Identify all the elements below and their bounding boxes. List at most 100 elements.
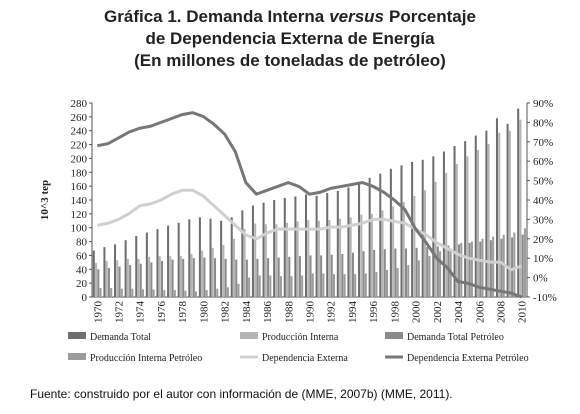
bar [120,288,123,297]
source-note: Fuente: construido por el autor con info… [30,387,453,401]
bar [150,262,153,297]
bar [137,258,140,297]
title-part: Porcentaje [389,7,476,26]
legend-label: Dependencia Externa Petróleo [407,353,529,364]
bar [392,206,395,297]
y-tick-label: 40 [76,264,88,276]
y-tick-label: 120 [71,209,88,221]
legend-label: Producción Interna Petróleo [90,353,202,364]
bar [195,291,198,297]
x-tick-label: 1990 [305,301,317,324]
bar [511,237,514,297]
x-tick-label: 1976 [156,301,168,324]
chart-title: de Dependencia Externa de Energía [145,29,435,48]
bar [152,289,155,297]
bar [364,273,367,297]
x-tick-label: 1972 [114,301,126,323]
bar [283,197,286,297]
x-tick-label: 1998 [389,301,401,324]
bar [294,196,297,297]
bar [358,182,361,297]
bar [347,187,350,297]
x-tick-label: 2000 [411,301,423,324]
bar [190,254,193,297]
bar [222,245,225,297]
bar [179,256,182,297]
bar [413,195,416,297]
bar [182,258,185,297]
y2-tick-label: 80% [533,117,553,129]
bar [139,263,142,297]
bar [423,190,426,297]
bar [417,260,420,297]
bar [205,290,208,297]
bar [114,244,117,297]
bar [415,247,418,297]
bar [141,289,145,297]
bar [349,217,352,297]
bar [354,274,357,297]
line [97,111,523,299]
bar [288,256,291,297]
x-tick-label: 1974 [135,301,147,324]
bar [131,288,134,297]
legend-swatch [68,332,86,339]
bar [201,250,204,297]
bar [209,218,212,297]
legend-swatch [385,332,403,339]
y2-tick-label: -10% [533,292,557,304]
bar [129,265,132,297]
bar [513,232,516,297]
bar [216,288,219,297]
bar [256,258,259,297]
bar [474,135,477,297]
bar [389,168,392,297]
bar [167,225,170,297]
bar [145,232,148,297]
bar [442,151,445,297]
y-tick-label: 160 [71,181,88,193]
bar [332,274,336,297]
bar [506,123,509,298]
bar [523,228,526,297]
bar [135,236,138,297]
bar [171,259,174,297]
legend-label: Producción Interna [262,332,339,343]
bar [126,258,129,297]
x-tick-label: 2006 [474,301,486,324]
bar [362,251,365,297]
bar [156,229,159,297]
y2-tick-label: 40% [533,195,553,207]
x-tick-label: 1984 [241,301,253,324]
bar [224,258,227,297]
bar [328,220,331,297]
bar [275,224,278,297]
x-tick-label: 2004 [453,301,465,324]
bar [220,220,223,297]
y2-tick-label: 60% [533,156,553,168]
x-tick-label: 1994 [347,301,359,324]
bar [383,249,386,297]
bar [124,240,127,297]
title-part: versus [329,7,384,26]
legend-label: Demanda Total Petróleo [407,332,504,343]
bar [464,141,467,297]
bar [254,223,257,297]
x-tick-label: 1982 [220,301,232,323]
bar [286,222,289,297]
bar [421,159,424,297]
bar [466,156,469,297]
bar [373,249,376,297]
bar [368,177,371,297]
bar [245,259,248,297]
legend-swatch [68,353,86,360]
y-tick-label: 200 [71,153,88,165]
x-tick-label: 1978 [177,301,189,324]
bar [277,257,280,297]
bar [269,275,272,297]
y-tick-label: 180 [71,167,88,179]
bar [163,290,166,297]
bar [428,256,431,297]
bar [317,220,320,297]
bar [232,238,236,297]
